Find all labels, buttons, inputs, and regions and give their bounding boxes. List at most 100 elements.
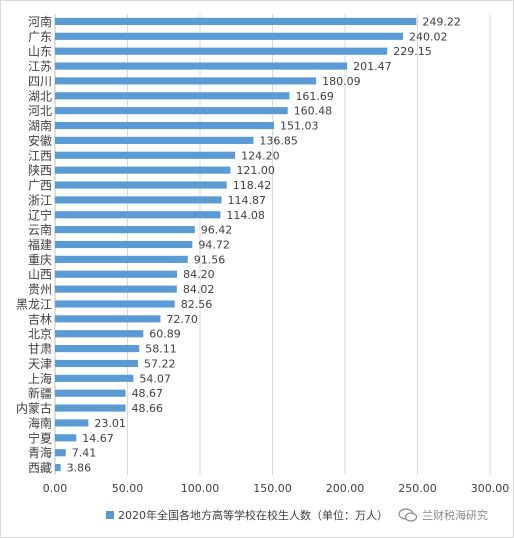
- category-label: 浙江: [28, 193, 52, 207]
- bar: [55, 211, 221, 219]
- category-label: 重庆: [28, 253, 52, 267]
- value-label: 136.85: [259, 134, 298, 147]
- category-label: 四川: [28, 74, 52, 88]
- category-label: 吉林: [28, 312, 52, 326]
- category-label: 湖北: [28, 88, 52, 103]
- bar: [55, 345, 140, 353]
- value-label: 96.42: [201, 224, 233, 237]
- category-label: 陕西: [28, 163, 52, 178]
- category-label: 河南: [28, 14, 52, 29]
- value-label: 240.02: [409, 30, 448, 43]
- legend-swatch: [106, 511, 114, 519]
- bar: [55, 107, 288, 115]
- value-label: 118.42: [233, 179, 271, 192]
- value-label: 72.70: [166, 313, 198, 326]
- bars: [55, 17, 417, 472]
- x-tick-label: 0.00: [43, 482, 68, 495]
- bar: [55, 166, 231, 174]
- value-label: 151.03: [280, 120, 319, 133]
- x-tick-label: 50.00: [112, 482, 144, 495]
- category-label: 甘肃: [28, 342, 52, 356]
- category-label: 河北: [28, 104, 52, 118]
- category-label: 辽宁: [28, 207, 52, 222]
- bar: [55, 374, 134, 382]
- legend-label: 2020年全国各地方高等学校在校生人数（单位：万人）: [118, 508, 388, 522]
- x-tick-label: 150.00: [253, 482, 292, 495]
- value-label: 82.56: [181, 298, 213, 311]
- bar: [55, 300, 175, 308]
- category-label: 福建: [28, 237, 52, 252]
- category-label: 宁夏: [28, 430, 52, 445]
- watermark-text: 兰财税海研究: [422, 509, 488, 522]
- bar: [55, 62, 348, 70]
- category-labels: 河南广东山东江苏四川湖北河北湖南安徽江西陕西广西浙江辽宁云南福建重庆山西贵州黑龙…: [16, 14, 52, 475]
- bar: [55, 315, 161, 323]
- value-label: 94.72: [198, 239, 230, 252]
- value-label: 84.20: [183, 268, 215, 281]
- category-label: 海南: [28, 415, 52, 430]
- value-label: 91.56: [194, 253, 226, 266]
- category-label: 内蒙古: [16, 401, 52, 416]
- grid-lines: [127, 14, 491, 475]
- category-label: 广西: [28, 179, 52, 193]
- category-label: 新疆: [28, 386, 52, 401]
- bar: [55, 449, 66, 457]
- bar: [55, 77, 317, 85]
- value-label: 121.00: [236, 164, 275, 177]
- bar: [55, 404, 126, 412]
- category-label: 青海: [28, 445, 52, 460]
- value-label: 160.48: [294, 105, 333, 118]
- value-label: 114.87: [228, 194, 267, 207]
- value-label: 201.47: [353, 60, 392, 73]
- value-label: 60.89: [149, 328, 181, 341]
- bar: [55, 389, 126, 397]
- value-label: 58.11: [145, 343, 177, 356]
- bar: [55, 226, 195, 234]
- category-label: 湖南: [28, 118, 52, 133]
- category-label: 北京: [28, 327, 52, 341]
- bar: [55, 255, 188, 263]
- value-label: 54.07: [139, 372, 171, 385]
- value-label: 161.69: [295, 90, 334, 103]
- bar: [55, 32, 404, 40]
- wechat-icon: [398, 508, 418, 522]
- value-label: 84.02: [183, 283, 215, 296]
- bar: [55, 330, 144, 338]
- value-label: 57.22: [144, 357, 176, 370]
- bar: [55, 136, 254, 144]
- bar: [55, 463, 61, 472]
- bar: [55, 240, 193, 249]
- category-label: 贵州: [28, 283, 52, 297]
- bar: [55, 419, 89, 427]
- x-tick-label: 250.00: [398, 482, 437, 495]
- value-label: 23.01: [94, 417, 126, 430]
- category-label: 山西: [28, 268, 52, 282]
- bar: [55, 196, 222, 204]
- bar: [55, 434, 77, 442]
- category-label: 安徽: [28, 133, 52, 148]
- x-tick-label: 200.00: [326, 482, 365, 495]
- category-label: 黑龙江: [16, 297, 52, 311]
- value-label: 48.66: [132, 402, 164, 415]
- x-tick-labels: 0.00 50.00 100.00 150.00 200.00 250.00 300.00: [43, 482, 510, 495]
- bar: [55, 121, 274, 130]
- value-label: 249.22: [422, 15, 461, 28]
- bar: [55, 359, 138, 368]
- value-label: 124.20: [241, 149, 280, 162]
- bar: [55, 270, 178, 278]
- category-label: 上海: [28, 371, 52, 386]
- value-label: 48.67: [132, 387, 164, 400]
- x-tick-label: 300.00: [471, 482, 510, 495]
- value-label: 229.15: [393, 45, 432, 58]
- category-label: 山东: [28, 45, 52, 59]
- bar: [55, 17, 417, 26]
- category-label: 天津: [28, 357, 52, 371]
- value-label: 14.67: [82, 432, 114, 445]
- category-label: 江苏: [28, 60, 52, 74]
- bar: [55, 92, 290, 100]
- value-label: 3.86: [67, 462, 92, 475]
- category-label: 西藏: [28, 461, 52, 475]
- watermark: 兰财税海研究: [398, 507, 488, 523]
